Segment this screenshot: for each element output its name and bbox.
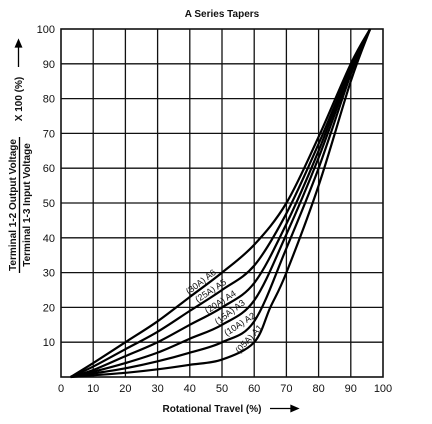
curve-05a-a1 [70, 28, 372, 379]
x-axis-label: Rotational Travel (%) [163, 404, 262, 415]
curve-25a-a5 [70, 28, 372, 378]
y-axis-label-group: Terminal 1-2 Output Voltage Terminal 1-3… [8, 38, 33, 273]
x-tick-label: 0 [58, 383, 64, 395]
x-tick-label: 90 [345, 383, 357, 395]
x-tick-label: 30 [151, 383, 163, 395]
x-tick-label: 10 [87, 383, 99, 395]
x-tick-label: 70 [280, 383, 292, 395]
y-tick-label: 10 [43, 337, 55, 349]
x-tick-label: 20 [119, 383, 131, 395]
plot-frame [60, 28, 384, 378]
tick-labels: 0 10 20 30 40 50 60 70 80 90 100 10 20 30 40 50 60 70 80 90… [37, 24, 393, 395]
y-tick-label: 70 [43, 128, 55, 140]
curves [70, 28, 372, 379]
y-tick-label: 20 [43, 302, 55, 314]
y-axis-label-numerator: Terminal 1-2 Output Voltage [8, 139, 19, 271]
y-axis-label-denominator: Terminal 1-3 Input Voltage [22, 143, 33, 267]
curve-15a-a3 [70, 28, 372, 379]
curve-20a-a4 [70, 28, 372, 379]
y-tick-label: 80 [43, 94, 55, 106]
y-axis-label-multiplier: X 100 (%) [14, 77, 25, 121]
x-tick-label: 100 [374, 383, 392, 395]
curve-10a-a2 [70, 28, 372, 379]
chart-title: A Series Tapers [185, 9, 260, 20]
x-tick-label: 60 [248, 383, 260, 395]
x-tick-label: 50 [216, 383, 228, 395]
x-tick-label: 80 [312, 383, 324, 395]
curve-30a-a6 [70, 28, 372, 378]
y-tick-label: 40 [43, 233, 55, 245]
y-tick-label: 100 [37, 24, 55, 36]
x-axis-label-group: Rotational Travel (%) [163, 404, 300, 415]
y-tick-label: 60 [43, 163, 55, 175]
y-tick-label: 30 [43, 268, 55, 280]
x-axis-arrow-icon [270, 404, 300, 413]
y-tick-label: 90 [43, 59, 55, 71]
y-tick-label: 50 [43, 198, 55, 210]
y-axis-arrow-icon [14, 38, 23, 67]
x-tick-label: 40 [184, 383, 196, 395]
